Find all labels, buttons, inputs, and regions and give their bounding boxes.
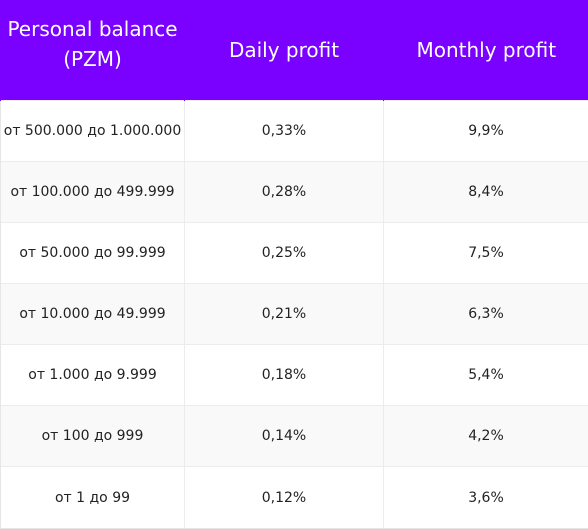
daily-profit-cell: 0,18% — [185, 345, 384, 406]
monthly-profit-cell: 4,2% — [384, 406, 588, 467]
table-row: от 100.000 до 499.999 0,28% 8,4% — [1, 162, 588, 223]
header-personal-balance: Personal balance (PZM) — [1, 0, 185, 101]
table-row: от 500.000 до 1.000.000 0,33% 9,9% — [1, 101, 588, 162]
daily-profit-cell: 0,12% — [185, 467, 384, 529]
table-body: от 500.000 до 1.000.000 0,33% 9,9% от 10… — [1, 101, 588, 529]
balance-cell: от 1 до 99 — [1, 467, 185, 529]
monthly-profit-cell: 7,5% — [384, 223, 588, 284]
header-monthly-profit: Monthly profit — [384, 0, 588, 101]
table-header: Personal balance (PZM) Daily profit Mont… — [1, 0, 588, 101]
table-row: от 50.000 до 99.999 0,25% 7,5% — [1, 223, 588, 284]
header-daily-profit-label: Daily profit — [229, 35, 339, 65]
monthly-profit-cell: 5,4% — [384, 345, 588, 406]
header-monthly-profit-label: Monthly profit — [416, 35, 556, 65]
header-personal-balance-label: Personal balance (PZM) — [3, 14, 182, 74]
balance-cell: от 100.000 до 499.999 — [1, 162, 185, 223]
monthly-profit-cell: 6,3% — [384, 284, 588, 345]
monthly-profit-cell: 3,6% — [384, 467, 588, 529]
balance-cell: от 500.000 до 1.000.000 — [1, 101, 185, 162]
daily-profit-cell: 0,33% — [185, 101, 384, 162]
daily-profit-cell: 0,14% — [185, 406, 384, 467]
table-row: от 1.000 до 9.999 0,18% 5,4% — [1, 345, 588, 406]
balance-cell: от 10.000 до 49.999 — [1, 284, 185, 345]
header-row: Personal balance (PZM) Daily profit Mont… — [1, 0, 588, 101]
monthly-profit-cell: 9,9% — [384, 101, 588, 162]
daily-profit-cell: 0,21% — [185, 284, 384, 345]
monthly-profit-cell: 8,4% — [384, 162, 588, 223]
header-daily-profit: Daily profit — [185, 0, 384, 101]
table-row: от 100 до 999 0,14% 4,2% — [1, 406, 588, 467]
table-row: от 10.000 до 49.999 0,21% 6,3% — [1, 284, 588, 345]
daily-profit-cell: 0,25% — [185, 223, 384, 284]
daily-profit-cell: 0,28% — [185, 162, 384, 223]
balance-cell: от 100 до 999 — [1, 406, 185, 467]
table-row: от 1 до 99 0,12% 3,6% — [1, 467, 588, 529]
balance-cell: от 50.000 до 99.999 — [1, 223, 185, 284]
balance-cell: от 1.000 до 9.999 — [1, 345, 185, 406]
